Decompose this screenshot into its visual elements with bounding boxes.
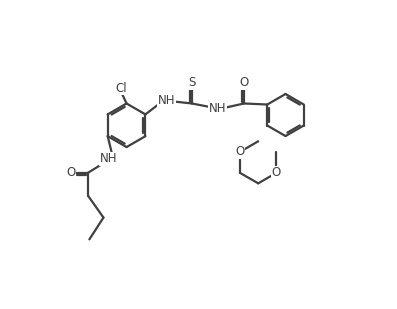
Text: O: O	[66, 166, 75, 179]
Text: O: O	[239, 76, 249, 90]
Text: S: S	[188, 76, 196, 90]
Text: O: O	[235, 145, 245, 158]
Text: NH: NH	[209, 102, 226, 115]
Text: Cl: Cl	[115, 82, 127, 95]
Text: NH: NH	[100, 152, 118, 165]
Text: NH: NH	[158, 95, 175, 108]
Text: O: O	[272, 166, 281, 179]
